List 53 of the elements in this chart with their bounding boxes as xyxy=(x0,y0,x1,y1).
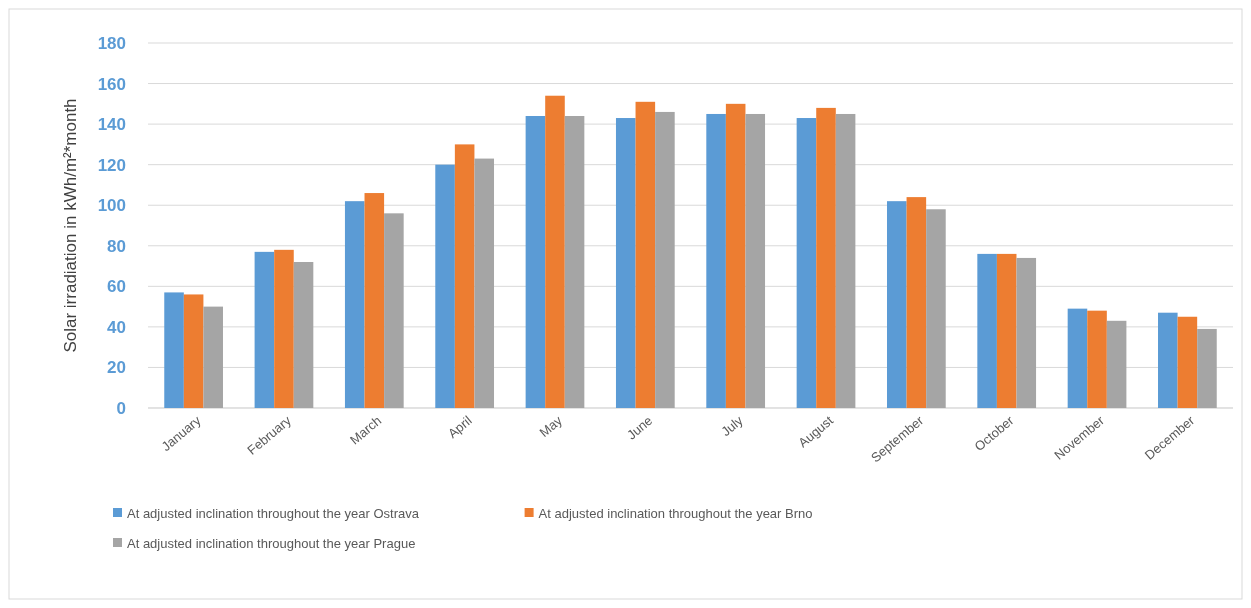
legend-label: At adjusted inclination throughout the year Ostrava xyxy=(127,505,420,521)
bar xyxy=(926,209,946,408)
bar xyxy=(1106,320,1127,408)
bar xyxy=(164,292,184,408)
y-axis-title: Solar irradiation in kWh/m²*month xyxy=(61,98,80,353)
x-tick-label: May xyxy=(536,412,566,441)
y-tick-label: 20 xyxy=(107,358,126,378)
bar xyxy=(1087,310,1107,408)
y-tick-label: 180 xyxy=(97,33,126,53)
bar xyxy=(996,253,1017,408)
bar xyxy=(1067,308,1088,408)
bar xyxy=(886,201,907,408)
bar xyxy=(977,253,997,408)
y-tick-label: 140 xyxy=(97,115,126,135)
bar xyxy=(274,249,294,408)
bar xyxy=(1177,316,1198,408)
y-tick-label: 100 xyxy=(97,196,126,216)
bar xyxy=(384,213,404,408)
bar xyxy=(254,251,275,408)
legend-label: At adjusted inclination throughout the year Prague xyxy=(127,535,416,551)
bar xyxy=(435,164,455,408)
bar xyxy=(344,201,365,408)
bar xyxy=(454,144,475,408)
x-tick-label: July xyxy=(718,412,746,440)
x-tick-label: June xyxy=(624,412,656,443)
bar xyxy=(183,294,204,408)
y-tick-label: 60 xyxy=(107,277,126,297)
bar xyxy=(816,107,836,408)
bar xyxy=(615,118,636,408)
bar xyxy=(1197,328,1217,408)
bar xyxy=(706,113,726,408)
y-tick-label: 0 xyxy=(116,398,126,418)
bar xyxy=(906,197,927,408)
bar xyxy=(545,95,565,408)
bar xyxy=(564,116,585,408)
bar xyxy=(1158,312,1178,408)
bar xyxy=(725,103,746,408)
legend-label: At adjusted inclination throughout the year Brno xyxy=(538,505,813,521)
bar xyxy=(525,116,546,408)
bar xyxy=(635,101,656,408)
bar xyxy=(796,118,817,408)
bar xyxy=(835,113,856,408)
bar xyxy=(745,113,766,408)
y-tick-label: 40 xyxy=(107,317,126,337)
bar xyxy=(203,306,223,408)
bar xyxy=(364,193,385,408)
y-tick-label: 160 xyxy=(97,74,126,94)
bar xyxy=(474,158,495,408)
y-tick-label: 120 xyxy=(97,155,126,175)
bar xyxy=(655,111,675,408)
bar xyxy=(293,262,314,408)
y-tick-label: 80 xyxy=(107,236,126,256)
bar xyxy=(1016,257,1037,408)
